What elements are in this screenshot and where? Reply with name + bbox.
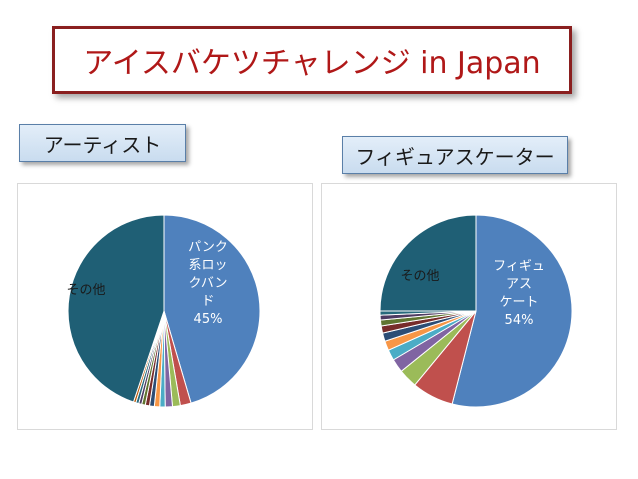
skater-label: フィギュアスケーター <box>355 144 555 169</box>
slice-label-other: その他 <box>400 269 439 284</box>
pie-slice <box>67 214 165 403</box>
slide-title-box: アイスバケツチャレンジ in Japan <box>52 26 572 94</box>
slice-label-main: フィギュアスケート 54% <box>493 259 545 328</box>
artist-label: アーティスト <box>43 132 162 157</box>
skater-pie-chart: フィギュアスケート 54% その他 <box>379 214 573 408</box>
pie-slice <box>163 214 261 404</box>
slice-label-main: パンク系ロックバンド 45% <box>188 240 228 327</box>
skater-chart-frame: フィギュアスケート 54% その他 <box>321 183 617 430</box>
slide-title: アイスバケツチャレンジ in Japan <box>83 46 541 81</box>
pie-slice <box>379 214 477 312</box>
artist-label-box: アーティスト <box>19 124 186 162</box>
slice-label-other: その他 <box>66 283 105 298</box>
artist-chart-frame: パンク系ロックバンド 45% その他 <box>17 183 313 430</box>
skater-label-box: フィギュアスケーター <box>342 136 568 174</box>
pie-slice <box>451 214 573 408</box>
artist-pie-chart: パンク系ロックバンド 45% その他 <box>66 214 261 408</box>
